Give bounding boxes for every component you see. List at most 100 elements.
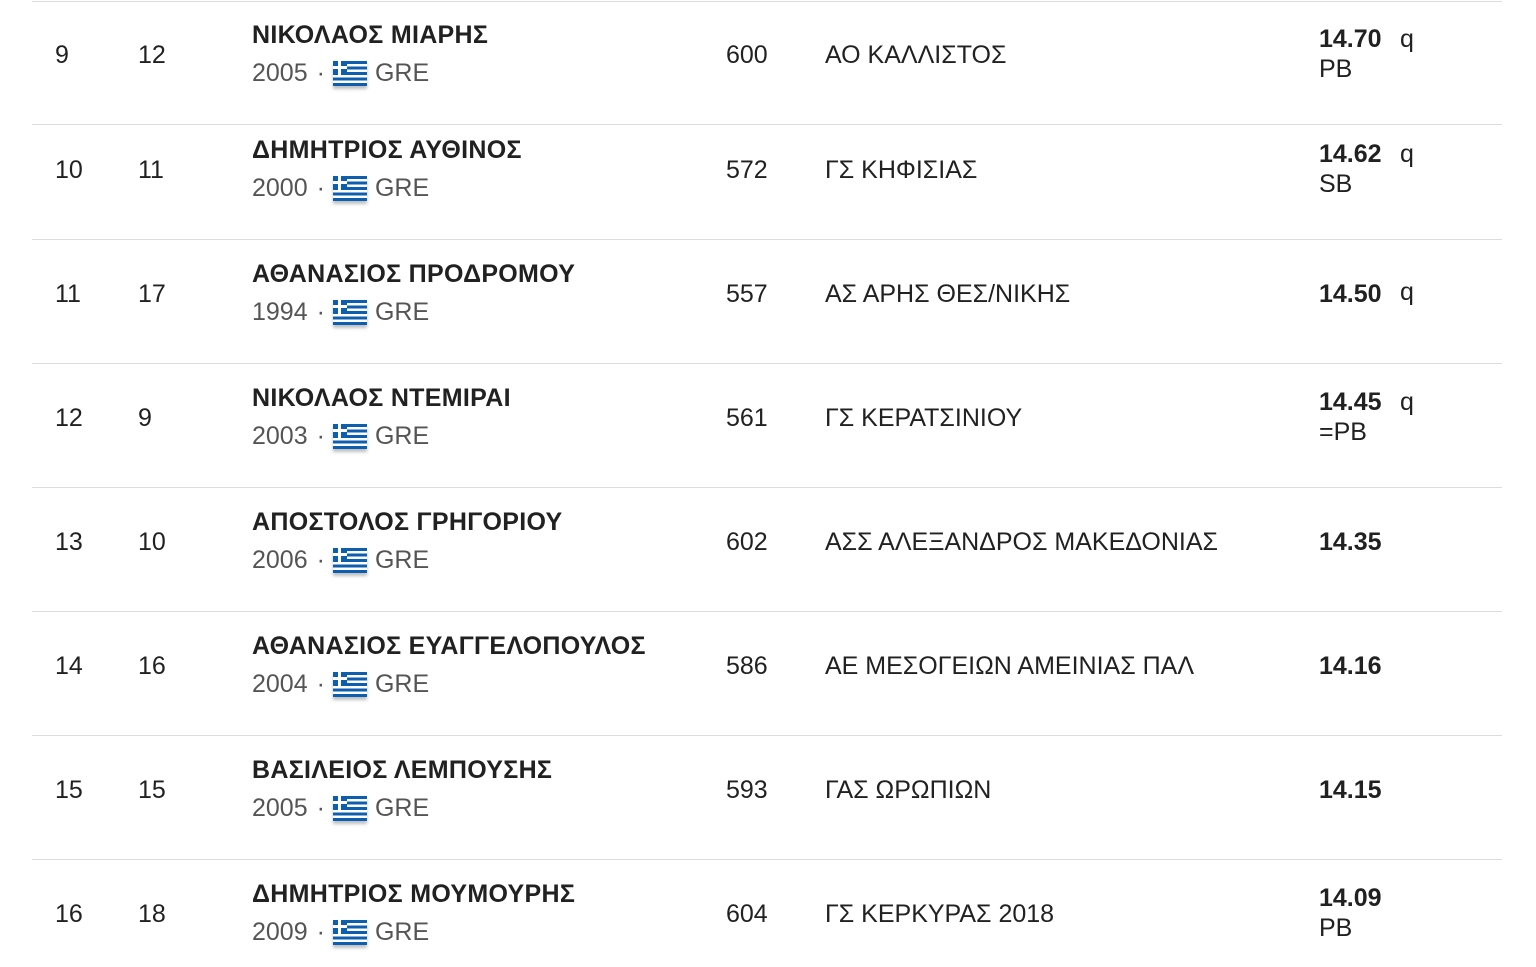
athlete-details: 2003 · GRE (252, 421, 429, 451)
record-badge: =PB (1319, 418, 1367, 446)
country-code: GRE (374, 546, 430, 574)
athlete-name[interactable]: ΝΙΚΟΛΑΟΣ ΝΤΕΜΙΡΑΙ (252, 384, 511, 412)
rank: 10 (55, 156, 83, 184)
club-name: ΓΣ ΚΕΡΑΤΣΙΝΙΟΥ (825, 404, 1023, 432)
result-row[interactable]: 13 10 ΑΠΟΣΤΟΛΟΣ ΓΡΗΓΟΡΙΟΥ 2006 · GRE 602 ΑΣΣ ΑΛ… (32, 489, 1502, 612)
bib-number: 557 (726, 280, 768, 308)
greece-flag-icon (332, 60, 367, 86)
country-code: GRE (374, 59, 430, 87)
athlete-name[interactable]: ΒΑΣΙΛΕΙΟΣ ΛΕΜΠΟΥΣΗΣ (252, 756, 553, 784)
country-code: GRE (374, 298, 430, 326)
bib-number: 572 (726, 156, 768, 184)
bib-number: 600 (726, 41, 768, 69)
result-row[interactable]: 9 12 ΝΙΚΟΛΑΟΣ ΜΙΑΡΗΣ 2005 · GRE 600 ΑΟ ΚΑΛΛΙΣΤΟ… (32, 2, 1502, 125)
result-row[interactable]: 16 18 ΔΗΜΗΤΡΙΟΣ ΜΟΥΜΟΥΡΗΣ 2009 · GRE 604 ΓΣ ΚΕΡ… (32, 861, 1502, 967)
birth-year: 2003 (252, 422, 308, 450)
mark: 14.15 (1319, 776, 1382, 804)
greece-flag-icon (332, 547, 367, 573)
club-name: ΑΣΣ ΑΛΕΞΑΝΔΡΟΣ ΜΑΚΕΔΟΝΙΑΣ (825, 528, 1218, 556)
birth-year: 2009 (252, 918, 308, 946)
lane: 15 (138, 776, 166, 804)
mark: 14.62 (1319, 140, 1382, 168)
athlete-name[interactable]: ΑΠΟΣΤΟΛΟΣ ΓΡΗΓΟΡΙΟΥ (252, 508, 563, 536)
athlete-details: 2005 · GRE (252, 793, 429, 823)
bib-number: 561 (726, 404, 768, 432)
separator-dot: · (316, 59, 325, 87)
lane: 12 (138, 41, 166, 69)
mark: 14.45 (1319, 388, 1382, 416)
mark: 14.09 (1319, 884, 1382, 912)
club-name: ΑΕ ΜΕΣΟΓΕΙΩΝ ΑΜΕΙΝΙΑΣ ΠΑΛ (825, 652, 1195, 680)
divider (32, 1, 1502, 2)
bib-number: 586 (726, 652, 768, 680)
athlete-details: 2004 · GRE (252, 669, 429, 699)
separator-dot: · (316, 422, 325, 450)
separator-dot: · (316, 546, 325, 574)
qualification-badge: q (1400, 278, 1414, 306)
separator-dot: · (316, 298, 325, 326)
birth-year: 2005 (252, 59, 308, 87)
country-code: GRE (374, 670, 430, 698)
athlete-details: 2006 · GRE (252, 545, 429, 575)
rank: 9 (55, 41, 69, 69)
mark: 14.70 (1319, 25, 1382, 53)
result-row[interactable]: 14 16 ΑΘΑΝΑΣΙΟΣ ΕΥΑΓΓΕΛΟΠΟΥΛΟΣ 2004 · GRE 586 Α… (32, 613, 1502, 736)
lane: 18 (138, 900, 166, 928)
country-code: GRE (374, 422, 430, 450)
athlete-name[interactable]: ΑΘΑΝΑΣΙΟΣ ΠΡΟΔΡΟΜΟΥ (252, 260, 576, 288)
rank: 14 (55, 652, 83, 680)
country-code: GRE (374, 794, 430, 822)
birth-year: 2006 (252, 546, 308, 574)
rank: 11 (55, 280, 81, 308)
record-badge: PB (1319, 914, 1353, 942)
greece-flag-icon (332, 795, 367, 821)
club-name: ΑΣ ΑΡΗΣ ΘΕΣ/ΝΙΚΗΣ (825, 280, 1071, 308)
club-name: ΑΟ ΚΑΛΛΙΣΤΟΣ (825, 41, 1007, 69)
result-row[interactable]: 12 9 ΝΙΚΟΛΑΟΣ ΝΤΕΜΙΡΑΙ 2003 · GRE 561 ΓΣ ΚΕΡΑΤΣ… (32, 365, 1502, 488)
athlete-details: 2000 · GRE (252, 173, 429, 203)
rank: 15 (55, 776, 83, 804)
result-row[interactable]: 15 15 ΒΑΣΙΛΕΙΟΣ ΛΕΜΠΟΥΣΗΣ 2005 · GRE 593 ΓΑΣ ΩΡ… (32, 737, 1502, 860)
separator-dot: · (316, 918, 325, 946)
record-badge: SB (1319, 170, 1353, 198)
birth-year: 2005 (252, 794, 308, 822)
mark: 14.50 (1319, 280, 1382, 308)
separator-dot: · (316, 794, 325, 822)
rank: 12 (55, 404, 83, 432)
athlete-name[interactable]: ΝΙΚΟΛΑΟΣ ΜΙΑΡΗΣ (252, 21, 489, 49)
athlete-name[interactable]: ΔΗΜΗΤΡΙΟΣ ΑΥΘΙΝΟΣ (252, 136, 522, 164)
mark: 14.16 (1319, 652, 1382, 680)
greece-flag-icon (332, 919, 367, 945)
athlete-details: 2005 · GRE (252, 58, 429, 88)
club-name: ΓΣ ΚΕΡΚΥΡΑΣ 2018 (825, 900, 1055, 928)
rank: 16 (55, 900, 83, 928)
lane: 17 (138, 280, 166, 308)
bib-number: 602 (726, 528, 768, 556)
bib-number: 593 (726, 776, 768, 804)
birth-year: 1994 (252, 298, 308, 326)
athlete-details: 1994 · GRE (252, 297, 429, 327)
athlete-name[interactable]: ΔΗΜΗΤΡΙΟΣ ΜΟΥΜΟΥΡΗΣ (252, 880, 576, 908)
lane: 9 (138, 404, 152, 432)
greece-flag-icon (332, 299, 367, 325)
athlete-details: 2009 · GRE (252, 917, 429, 947)
bib-number: 604 (726, 900, 768, 928)
country-code: GRE (374, 174, 430, 202)
record-badge: PB (1319, 55, 1353, 83)
country-code: GRE (374, 918, 430, 946)
lane: 10 (138, 528, 166, 556)
lane: 16 (138, 652, 166, 680)
club-name: ΓΣ ΚΗΦΙΣΙΑΣ (825, 156, 978, 184)
qualification-badge: q (1400, 25, 1414, 53)
qualification-badge: q (1400, 140, 1414, 168)
athlete-name[interactable]: ΑΘΑΝΑΣΙΟΣ ΕΥΑΓΓΕΛΟΠΟΥΛΟΣ (252, 632, 646, 660)
separator-dot: · (316, 670, 325, 698)
lane: 11 (138, 156, 164, 184)
greece-flag-icon (332, 175, 367, 201)
result-row[interactable]: 10 11 ΔΗΜΗΤΡΙΟΣ ΑΥΘΙΝΟΣ 2000 · GRE 572 ΓΣ ΚΗΦΙΣ… (32, 117, 1502, 240)
separator-dot: · (316, 174, 325, 202)
birth-year: 2000 (252, 174, 308, 202)
greece-flag-icon (332, 423, 367, 449)
result-row[interactable]: 11 17 ΑΘΑΝΑΣΙΟΣ ΠΡΟΔΡΟΜΟΥ 1994 · GRE 557 ΑΣ ΑΡΗ… (32, 241, 1502, 364)
